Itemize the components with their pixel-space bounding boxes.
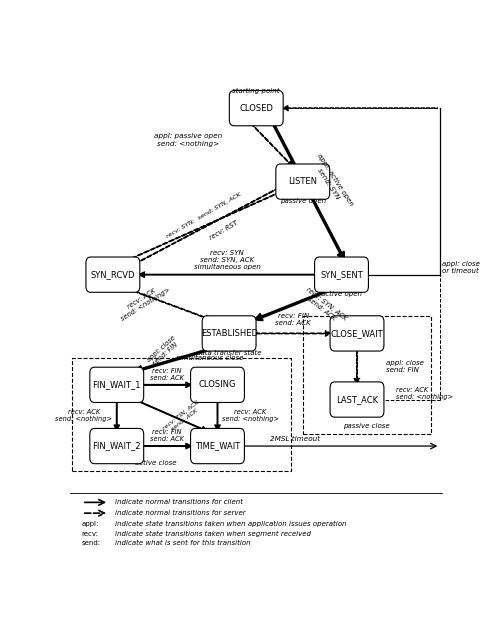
FancyArrowPatch shape [214,400,220,431]
Text: indicate normal transitions for client: indicate normal transitions for client [115,499,243,506]
Text: indicate normal transitions for server: indicate normal transitions for server [115,510,246,516]
Text: recv: RST: recv: RST [208,220,238,241]
FancyBboxPatch shape [330,382,384,417]
Text: passive open: passive open [280,198,326,204]
Text: recv: FIN
send: ACK: recv: FIN send: ACK [150,368,184,380]
Text: recv: FIN
send: ACK: recv: FIN send: ACK [150,429,184,442]
Text: recv: SYN
send: SYN, ACK
simultaneous open: recv: SYN send: SYN, ACK simultaneous op… [194,250,260,270]
FancyBboxPatch shape [314,257,368,293]
FancyBboxPatch shape [86,257,140,293]
FancyArrowPatch shape [131,188,279,266]
FancyArrowPatch shape [135,347,215,373]
Text: data transfer state: data transfer state [196,350,262,356]
Text: appl: close
send: FIN: appl: close send: FIN [146,335,181,369]
Text: send:: send: [82,541,101,546]
FancyArrowPatch shape [134,399,207,432]
Text: LISTEN: LISTEN [288,177,318,186]
FancyBboxPatch shape [190,367,244,403]
Text: recv: ACK
send: <nothing>: recv: ACK send: <nothing> [116,281,172,322]
Text: appl: active open
send: SYN: appl: active open send: SYN [310,153,354,211]
Text: recv: SYN;  send: SYN, ACK: recv: SYN; send: SYN, ACK [166,192,242,240]
Text: SYN_SENT: SYN_SENT [320,270,363,279]
FancyArrowPatch shape [143,443,192,449]
FancyBboxPatch shape [276,164,330,199]
FancyArrowPatch shape [139,272,316,277]
FancyArrowPatch shape [250,123,293,167]
FancyArrowPatch shape [114,400,119,431]
Text: TIME_WAIT: TIME_WAIT [195,441,240,450]
Text: recv: FIN, ACK
send: ACK: recv: FIN, ACK send: ACK [162,400,203,436]
Text: recv:: recv: [82,530,99,537]
Text: active open: active open [321,291,362,298]
Text: indicate state transitions taken when application issues operation: indicate state transitions taken when ap… [115,521,346,527]
Text: FIN_WAIT_1: FIN_WAIT_1 [92,380,141,389]
Bar [72,358,291,471]
FancyArrowPatch shape [255,331,331,336]
Text: CLOSING: CLOSING [199,380,236,389]
FancyArrowPatch shape [125,190,284,261]
FancyBboxPatch shape [90,429,144,464]
Text: indicate what is sent for this transition: indicate what is sent for this transitio… [115,541,250,546]
Text: FIN_WAIT_2: FIN_WAIT_2 [92,441,141,450]
FancyArrowPatch shape [282,106,438,111]
Text: simultaneous close: simultaneous close [176,356,244,361]
Text: appl:: appl: [82,521,99,527]
Text: 2MSL timeout: 2MSL timeout [270,436,320,442]
FancyArrowPatch shape [143,382,192,387]
Text: appl: passive open
send: <nothing>: appl: passive open send: <nothing> [154,134,222,146]
Text: recv: ACK
send: <nothing>: recv: ACK send: <nothing> [222,409,279,422]
FancyArrowPatch shape [129,289,211,321]
Text: CLOSED: CLOSED [240,104,273,113]
Text: recv: ACK
send: <nothing>: recv: ACK send: <nothing> [56,409,112,422]
Text: passive close: passive close [344,423,390,429]
Text: appl: close
or timeout: appl: close or timeout [442,261,480,274]
FancyBboxPatch shape [330,316,384,351]
Text: active close: active close [134,460,176,466]
FancyArrowPatch shape [272,123,344,259]
Text: recv: FIN
send: ACK: recv: FIN send: ACK [275,313,311,326]
Text: appl: close
send: FIN: appl: close send: FIN [386,360,424,373]
Text: SYN_RCVD: SYN_RCVD [90,270,135,279]
Text: CLOSE_WAIT: CLOSE_WAIT [330,329,384,338]
Text: starting point: starting point [232,88,280,94]
FancyBboxPatch shape [202,316,256,351]
Text: recv: SYN, ACK
send: ACK: recv: SYN, ACK send: ACK [300,286,348,327]
Bar [303,316,430,434]
FancyBboxPatch shape [90,367,144,403]
FancyArrowPatch shape [354,349,360,384]
Text: indicate state transitions taken when segment received: indicate state transitions taken when se… [115,530,311,537]
Text: ESTABLISHED: ESTABLISHED [200,329,258,338]
FancyBboxPatch shape [230,90,283,126]
FancyArrowPatch shape [255,289,332,321]
Text: LAST_ACK: LAST_ACK [336,395,378,404]
FancyBboxPatch shape [190,429,244,464]
Text: recv: ACK
send: <nothing>: recv: ACK send: <nothing> [396,387,453,400]
